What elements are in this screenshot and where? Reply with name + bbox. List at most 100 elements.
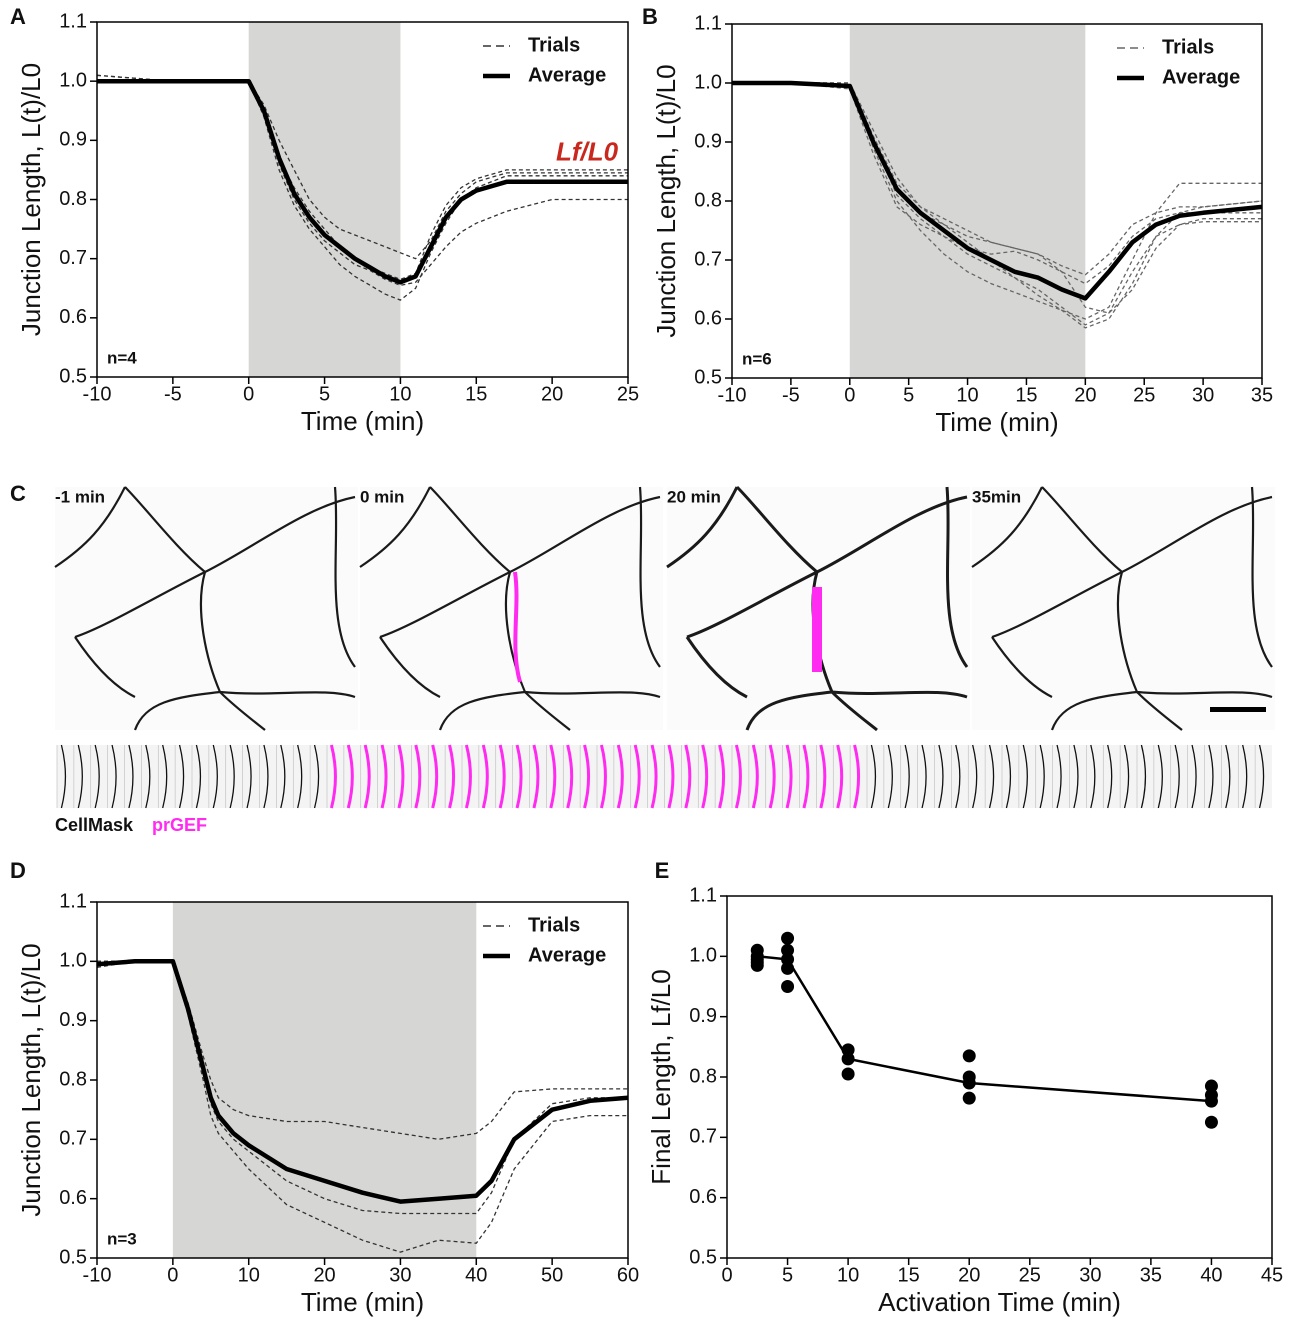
x-tick-label: 10 (837, 1264, 859, 1286)
kymograph-strip (955, 744, 961, 809)
kymograph-strip (313, 744, 320, 809)
cell-edge (971, 486, 1043, 568)
kymograph-strip (128, 744, 134, 809)
kymograph-strip (1039, 744, 1045, 809)
data-point (781, 931, 795, 945)
kymograph-strip (1258, 744, 1265, 809)
legend-label: Trials (528, 914, 580, 936)
plot-frame (726, 895, 1273, 1259)
cell-edge (429, 486, 661, 574)
kymograph-strip (887, 744, 893, 809)
y-tick-label: 0.9 (59, 129, 87, 151)
cell-edge (74, 571, 206, 639)
kymograph-strip (1090, 744, 1096, 809)
trial-line (732, 82, 1262, 285)
cell-edge (1250, 486, 1273, 668)
x-tick-label: 15 (1015, 384, 1037, 406)
data-point (1204, 1115, 1218, 1129)
legend-label: Trials (528, 34, 580, 56)
trial-line (732, 82, 1262, 314)
sample-size: n=6 (742, 349, 772, 368)
stain-label: CellMask (55, 815, 134, 835)
kymograph-strip (195, 744, 202, 809)
y-tick-label: 0.9 (59, 1009, 87, 1031)
micrograph: 20 min (666, 485, 970, 732)
kymograph-strip (583, 744, 591, 809)
x-tick-label: 15 (465, 383, 487, 405)
y-tick-label: 1.0 (59, 69, 87, 91)
kymograph-strip (684, 744, 692, 809)
x-tick-label: 30 (389, 1264, 411, 1286)
kymograph-strip (1242, 744, 1248, 809)
micrograph: 0 min (359, 486, 663, 731)
cell-edge (379, 571, 511, 639)
kymograph-strip (836, 744, 844, 809)
y-tick-label: 1.1 (59, 890, 87, 912)
cell-edge (745, 690, 833, 731)
kymograph-strip (734, 744, 742, 809)
y-tick-label: 0.6 (59, 306, 87, 328)
cell-edge (379, 636, 441, 698)
x-tick-label: 0 (844, 384, 855, 406)
y-tick-label: 0.5 (59, 1246, 87, 1268)
frame-time: 0 min (360, 487, 404, 506)
trial-line (732, 82, 1262, 320)
kymograph-strip (988, 744, 995, 809)
y-tick-label: 0.6 (689, 1186, 717, 1208)
plot-frame (731, 23, 1263, 379)
x-tick-label: 25 (1019, 1264, 1041, 1286)
kymograph-strip (1225, 744, 1231, 809)
kymograph-strip (1208, 744, 1214, 809)
kymograph-strip (566, 744, 574, 809)
y-tick-label: 0.7 (694, 248, 722, 270)
y-tick-label: 1.0 (59, 950, 87, 972)
kymograph-strip (481, 744, 489, 809)
x-tick-label: -10 (83, 1264, 112, 1286)
kymograph-strip (667, 744, 675, 809)
x-tick-label: 60 (617, 1264, 639, 1286)
y-tick-label: 0.8 (689, 1065, 717, 1087)
kymograph-strip (701, 744, 709, 809)
y-tick-label: 0.5 (59, 365, 87, 387)
cell-edge (359, 486, 431, 568)
x-tick-label: 40 (1200, 1264, 1222, 1286)
x-tick-label: 5 (903, 384, 914, 406)
average-line (732, 80, 1263, 301)
x-axis-label: Activation Time (min) (878, 1287, 1121, 1317)
x-tick-label: 50 (541, 1264, 563, 1286)
data-point (750, 958, 764, 972)
data-point (781, 961, 795, 975)
cell-edge (124, 486, 356, 574)
kymograph-strip (802, 744, 810, 809)
y-tick-label: 0.7 (689, 1126, 717, 1148)
legend-label: Trials (1162, 36, 1214, 58)
frame-bg (360, 487, 663, 730)
kymograph-strip (616, 744, 624, 809)
kymograph-strip (380, 744, 388, 809)
kymograph-strip (329, 744, 337, 809)
cell-edge (219, 691, 266, 731)
kymograph-strip (515, 744, 523, 809)
kymograph-strip (246, 744, 252, 809)
frame-time: 20 min (667, 487, 721, 506)
frame-bg (55, 487, 358, 730)
kymograph-strip (111, 744, 117, 809)
x-tick-label: 40 (465, 1264, 487, 1286)
trial-line (732, 82, 1263, 276)
kymograph-strip (938, 744, 944, 809)
x-tick-label: -10 (718, 384, 747, 406)
kymograph-strip (397, 744, 405, 809)
x-tick-label: 10 (956, 384, 978, 406)
cell-edge (685, 636, 748, 699)
y-tick-label: 0.8 (694, 189, 722, 211)
x-tick-label: 35 (1251, 384, 1273, 406)
panel-label: A (10, 4, 26, 29)
x-tick-label: 10 (389, 383, 411, 405)
cell-edge (991, 636, 1053, 698)
x-tick-label: 5 (319, 383, 330, 405)
data-point (841, 1052, 855, 1066)
data-point (781, 980, 795, 993)
kymograph-strip (60, 744, 67, 809)
stain-label: prGEF (152, 815, 207, 835)
x-tick-label: 20 (313, 1264, 335, 1286)
